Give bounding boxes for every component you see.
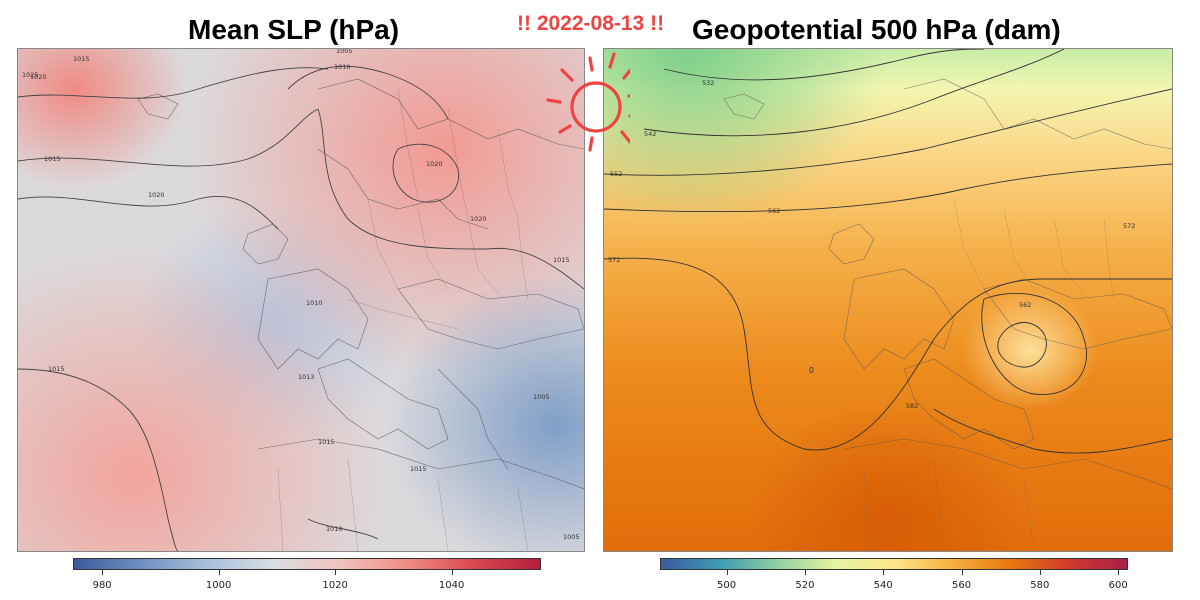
geopotential-tick-label: 580 <box>1030 580 1050 591</box>
slp-contour-labels: 1025 1020 1015 1005 1010 1015 1020 1020 … <box>22 49 580 541</box>
geopotential-tick-label: 560 <box>951 580 972 591</box>
slp-contour-label: 1015 <box>318 438 335 446</box>
slp-contour-label: 1020 <box>426 160 443 168</box>
geopotential-tick-mark <box>726 570 728 575</box>
geopotential-contour-label: 532 <box>702 79 714 87</box>
slp-contour-label: 1005 <box>563 533 580 541</box>
geopotential-tick-mark <box>1118 570 1120 575</box>
geopotential-colorbar <box>660 558 1128 570</box>
slp-tick-label: 1040 <box>438 580 465 591</box>
slp-contour-label: 1010 <box>334 63 351 71</box>
slp-contour-label: 1010 <box>326 525 343 533</box>
slp-contour-label: 1005 <box>336 49 353 55</box>
geopotential-title: Geopotential 500 hPa (dam) <box>692 14 1061 45</box>
slp-contour-label: 1013 <box>298 373 315 381</box>
slp-contour-label: 1015 <box>44 155 61 163</box>
slp-tick-label: 980 <box>92 580 112 591</box>
slp-tick-mark <box>335 570 337 575</box>
geopotential-contour-labels: 532 542 552 562 572 572 562 582 0 <box>608 79 1135 410</box>
sun-icon <box>546 52 630 152</box>
slp-contour-label: 1015 <box>410 465 427 473</box>
geopotential-contour-label: 0 <box>809 366 814 375</box>
geopotential-contour-label: 562 <box>768 207 780 215</box>
geopotential-contour-label: 572 <box>1123 222 1135 230</box>
geopotential-contour-label: 572 <box>608 256 620 264</box>
slp-tick-mark <box>102 570 104 575</box>
geopotential-contour-label: 582 <box>906 402 918 410</box>
slp-map-panel: 1025 1020 1015 1005 1010 1015 1020 1020 … <box>17 48 585 552</box>
slp-title: Mean SLP (hPa) <box>188 14 400 45</box>
slp-tick-mark <box>451 570 453 575</box>
geopotential-contour-label: 552 <box>610 170 622 178</box>
slp-tick-mark <box>218 570 220 575</box>
geopotential-tick-label: 600 <box>1108 580 1128 591</box>
slp-colorbar <box>73 558 541 570</box>
geopotential-tick-mark <box>1039 570 1041 575</box>
slp-contour-label: 1015 <box>73 55 90 63</box>
geopotential-tick-label: 520 <box>795 580 815 591</box>
geopotential-map: 532 542 552 562 572 572 562 582 0 <box>604 49 1172 551</box>
slp-contour-label: 1010 <box>306 299 323 307</box>
geopotential-map-panel: 532 542 552 562 572 572 562 582 0 <box>603 48 1173 552</box>
geopotential-tick-mark <box>961 570 963 575</box>
geopotential-tick-mark <box>804 570 806 575</box>
slp-tick-label: 1000 <box>205 580 232 591</box>
geopotential-tick-label: 500 <box>717 580 737 591</box>
slp-contour-label: 1020 <box>148 191 165 199</box>
slp-tick-label: 1020 <box>322 580 348 591</box>
geopotential-contour-label: 542 <box>644 130 656 138</box>
geopotential-tick-label: 540 <box>873 580 893 591</box>
geopotential-tick-mark <box>883 570 885 575</box>
geopotential-contour-label: 562 <box>1019 301 1031 309</box>
date-label: !! 2022-08-13 !! <box>517 12 665 35</box>
slp-contour-label: 1020 <box>470 215 487 223</box>
slp-contour-label: 1020 <box>30 73 47 81</box>
slp-contour-label: 1025 <box>22 71 39 79</box>
slp-map: 1025 1020 1015 1005 1010 1015 1020 1020 … <box>18 49 584 551</box>
slp-contour-label: 1005 <box>533 393 550 401</box>
slp-contour-label: 1015 <box>48 365 65 373</box>
slp-contour-label: 1015 <box>553 256 570 264</box>
